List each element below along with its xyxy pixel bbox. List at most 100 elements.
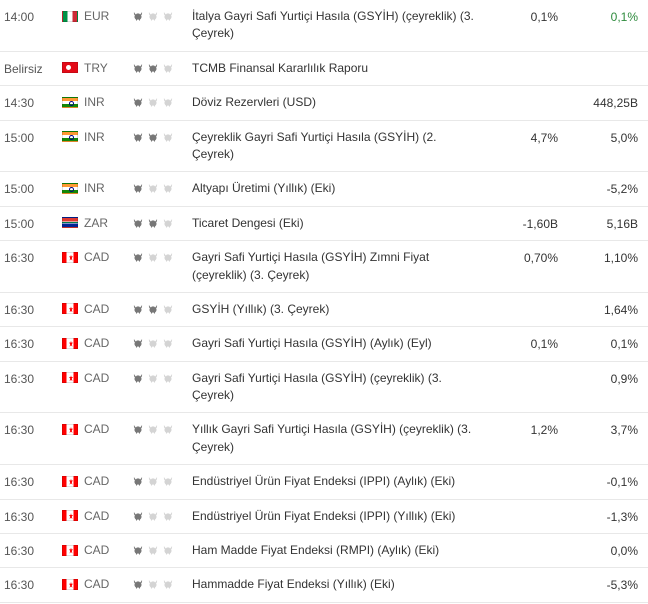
forecast-value: 5,16B <box>564 215 644 231</box>
actual-value: 0,1% <box>484 335 564 351</box>
event-name[interactable]: GSYİH (Yıllık) (3. Çeyrek) <box>192 301 484 318</box>
currency-code: ZAR <box>84 216 108 230</box>
currency-code: CAD <box>84 336 109 350</box>
event-time: 16:30 <box>4 542 62 558</box>
event-time: Belirsiz <box>4 60 62 76</box>
event-name[interactable]: Endüstriyel Ürün Fiyat Endeksi (IPPI) (A… <box>192 473 484 490</box>
event-name[interactable]: Altyapı Üretimi (Yıllık) (Eki) <box>192 180 484 197</box>
calendar-row[interactable]: 16:30CADGayri Safi Yurtiçi Hasıla (GSYİH… <box>0 327 648 361</box>
actual-value <box>484 60 564 62</box>
flag-icon <box>62 372 78 383</box>
currency-cell: EUR <box>62 8 132 23</box>
currency-code: CAD <box>84 577 109 591</box>
currency-cell: TRY <box>62 60 132 75</box>
currency-cell: CAD <box>62 249 132 264</box>
event-time: 15:00 <box>4 180 62 196</box>
importance-cell <box>132 8 192 22</box>
calendar-row[interactable]: 16:30 CAD GSYİH (Yıllık) (3. Çeyrek) 1,64% <box>0 293 648 327</box>
currency-cell: CAD <box>62 301 132 316</box>
forecast-value: 0,1% <box>564 335 644 351</box>
currency-code: CAD <box>84 474 109 488</box>
event-name[interactable]: TCMB Finansal Kararlılık Raporu <box>192 60 484 77</box>
actual-value <box>484 301 564 303</box>
calendar-row[interactable]: 15:00 ZAR Ticaret Dengesi (Eki)-1,60B5,16B <box>0 207 648 241</box>
actual-value: 0,1% <box>484 8 564 24</box>
currency-code: CAD <box>84 509 109 523</box>
actual-value <box>484 370 564 372</box>
importance-cell <box>132 249 192 263</box>
currency-code: CAD <box>84 543 109 557</box>
event-name[interactable]: Çeyreklik Gayri Safi Yurtiçi Hasıla (GSY… <box>192 129 484 164</box>
calendar-row[interactable]: 16:30 CAD Hammadde Fiyat Endeksi (Yıllık) … <box>0 568 648 602</box>
currency-cell: INR <box>62 94 132 109</box>
event-time: 14:30 <box>4 94 62 110</box>
event-name[interactable]: Gayri Safi Yurtiçi Hasıla (GSYİH) (Aylık… <box>192 335 484 352</box>
calendar-row[interactable]: 16:30CADGayri Safi Yurtiçi Hasıla (GSYİH… <box>0 362 648 414</box>
currency-cell: ZAR <box>62 215 132 230</box>
flag-icon <box>62 545 78 556</box>
importance-cell <box>132 542 192 556</box>
currency-code: INR <box>84 130 105 144</box>
event-name[interactable]: Ticaret Dengesi (Eki) <box>192 215 484 232</box>
flag-icon <box>62 183 78 194</box>
importance-cell <box>132 335 192 349</box>
event-name[interactable]: İtalya Gayri Safi Yurtiçi Hasıla (GSYİH)… <box>192 8 484 43</box>
flag-icon <box>62 424 78 435</box>
event-time: 15:00 <box>4 215 62 231</box>
actual-value <box>484 576 564 578</box>
importance-cell <box>132 180 192 194</box>
currency-cell: CAD <box>62 370 132 385</box>
currency-code: CAD <box>84 422 109 436</box>
forecast-value: 0,0% <box>564 542 644 558</box>
currency-code: CAD <box>84 302 109 316</box>
event-name[interactable]: Gayri Safi Yurtiçi Hasıla (GSYİH) Zımni … <box>192 249 484 284</box>
event-name[interactable]: Hammadde Fiyat Endeksi (Yıllık) (Eki) <box>192 576 484 593</box>
calendar-row[interactable]: 15:00INRÇeyreklik Gayri Safi Yurtiçi Has… <box>0 121 648 173</box>
currency-cell: CAD <box>62 508 132 523</box>
event-time: 16:30 <box>4 249 62 265</box>
event-time: 16:30 <box>4 301 62 317</box>
calendar-row[interactable]: 16:30CADEndüstriyel Ürün Fiyat Endeksi (… <box>0 500 648 534</box>
calendar-row[interactable]: BelirsizTRY TCMB Finansal Kararlılık Rapo… <box>0 52 648 86</box>
importance-cell <box>132 94 192 108</box>
flag-icon <box>62 579 78 590</box>
calendar-row[interactable]: 14:30 INR Döviz Rezervleri (USD) 448,25B <box>0 86 648 120</box>
flag-icon <box>62 62 78 73</box>
calendar-row[interactable]: 16:30 CAD Ham Madde Fiyat Endeksi (RMPI) (… <box>0 534 648 568</box>
actual-value: 0,70% <box>484 249 564 265</box>
flag-icon <box>62 217 78 228</box>
currency-code: INR <box>84 95 105 109</box>
event-name[interactable]: Ham Madde Fiyat Endeksi (RMPI) (Aylık) (… <box>192 542 484 559</box>
event-name[interactable]: Döviz Rezervleri (USD) <box>192 94 484 111</box>
event-time: 16:30 <box>4 473 62 489</box>
calendar-row[interactable]: 15:00INRAltyapı Üretimi (Yıllık) (Eki)-5… <box>0 172 648 206</box>
event-name[interactable]: Gayri Safi Yurtiçi Hasıla (GSYİH) (çeyre… <box>192 370 484 405</box>
event-name[interactable]: Yıllık Gayri Safi Yurtiçi Hasıla (GSYİH)… <box>192 421 484 456</box>
currency-code: EUR <box>84 9 109 23</box>
forecast-value: -5,3% <box>564 576 644 592</box>
actual-value: -1,60B <box>484 215 564 231</box>
forecast-value: 1,64% <box>564 301 644 317</box>
flag-icon <box>62 131 78 142</box>
forecast-value: 3,7% <box>564 421 644 437</box>
currency-code: CAD <box>84 371 109 385</box>
event-time: 16:30 <box>4 576 62 592</box>
event-name[interactable]: Endüstriyel Ürün Fiyat Endeksi (IPPI) (Y… <box>192 508 484 525</box>
flag-icon <box>62 11 78 22</box>
flag-icon <box>62 303 78 314</box>
importance-cell <box>132 370 192 384</box>
importance-cell <box>132 508 192 522</box>
calendar-row[interactable]: 16:30CADYıllık Gayri Safi Yurtiçi Hasıla… <box>0 413 648 465</box>
flag-icon <box>62 97 78 108</box>
calendar-row[interactable]: 16:30 CAD Endüstriyel Ürün Fiyat Endeksi (… <box>0 465 648 499</box>
calendar-row[interactable]: 14:00EURİtalya Gayri Safi Yurtiçi Hasıla… <box>0 0 648 52</box>
importance-cell <box>132 60 192 74</box>
currency-code: INR <box>84 181 105 195</box>
calendar-row[interactable]: 16:30CAD Gayri Safi Yurtiçi Hasıla (GSYİH… <box>0 241 648 293</box>
forecast-value: -0,1% <box>564 473 644 489</box>
actual-value: 4,7% <box>484 129 564 145</box>
actual-value <box>484 508 564 510</box>
flag-icon <box>62 476 78 487</box>
forecast-value: 448,25B <box>564 94 644 110</box>
currency-cell: CAD <box>62 542 132 557</box>
